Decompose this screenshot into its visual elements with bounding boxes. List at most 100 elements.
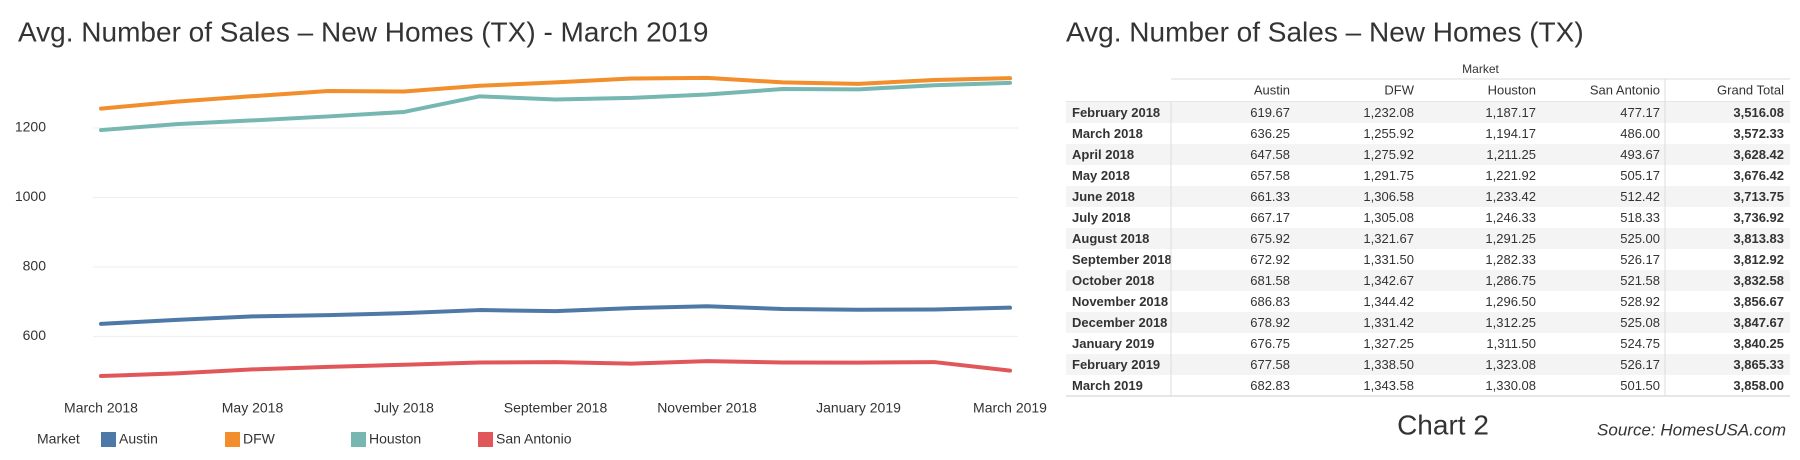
line [99, 75, 1012, 111]
row-label: April 2018 [1072, 147, 1134, 162]
x-tick-label: September 2018 [504, 400, 608, 416]
cell: 501.50 [1620, 378, 1660, 393]
cell: 1,291.25 [1485, 231, 1536, 246]
row-label: March 2018 [1072, 126, 1143, 141]
cell: 477.17 [1620, 105, 1660, 120]
cell: 1,194.17 [1485, 126, 1536, 141]
chart-title: Avg. Number of Sales – New Homes (TX) - … [18, 16, 708, 47]
row-label: June 2018 [1072, 189, 1135, 204]
cell: 675.92 [1250, 231, 1290, 246]
row-label: July 2018 [1072, 210, 1131, 225]
cell: 525.08 [1620, 315, 1660, 330]
cell: 486.00 [1620, 126, 1660, 141]
cell: 661.33 [1250, 189, 1290, 204]
cell: 1,255.92 [1363, 126, 1414, 141]
cell: 636.25 [1250, 126, 1290, 141]
cell: 3,572.33 [1733, 126, 1784, 141]
cell: 1,312.25 [1485, 315, 1536, 330]
cell: 3,516.08 [1733, 105, 1784, 120]
cell: 1,331.42 [1363, 315, 1414, 330]
legend-swatch [478, 432, 493, 447]
row-label: May 2018 [1072, 168, 1130, 183]
line [99, 80, 1012, 133]
cell: 1,211.25 [1486, 147, 1536, 162]
cell: 678.92 [1250, 315, 1290, 330]
cell: 1,296.50 [1485, 294, 1536, 309]
cell: 528.92 [1620, 294, 1660, 309]
row-label: August 2018 [1072, 231, 1149, 246]
cell: 1,343.58 [1363, 378, 1414, 393]
cell: 672.92 [1250, 252, 1290, 267]
row-band [1066, 354, 1790, 375]
y-tick-label: 1200 [15, 119, 46, 135]
cell: 3,847.67 [1733, 315, 1784, 330]
column-header: San Antonio [1590, 82, 1660, 97]
row-band [1066, 270, 1790, 291]
row-label: March 2019 [1072, 378, 1143, 393]
x-tick-label: May 2018 [222, 400, 284, 416]
legend-label: Austin [119, 431, 158, 447]
cell: 1,221.92 [1485, 168, 1536, 183]
cell: 1,331.50 [1363, 252, 1414, 267]
y-tick-label: 800 [23, 258, 47, 274]
cell: 682.83 [1250, 378, 1290, 393]
cell: 1,311.50 [1486, 336, 1536, 351]
y-tick-label: 600 [23, 327, 47, 343]
cell: 3,832.58 [1733, 273, 1784, 288]
row-band [1066, 228, 1790, 249]
row-label: September 2018 [1072, 252, 1172, 267]
row-band [1066, 312, 1790, 333]
cell: 681.58 [1250, 273, 1290, 288]
cell: 3,812.92 [1733, 252, 1784, 267]
x-tick-label: November 2018 [657, 400, 757, 416]
cell: 525.00 [1620, 231, 1660, 246]
cell: 3,713.75 [1733, 189, 1784, 204]
cell: 1,291.75 [1363, 168, 1414, 183]
line [99, 359, 1012, 379]
cell: 3,628.42 [1733, 147, 1784, 162]
legend-label: San Antonio [496, 431, 572, 447]
cell: 657.58 [1250, 168, 1290, 183]
legend-label: DFW [243, 431, 276, 447]
cell: 526.17 [1620, 252, 1660, 267]
cell: 1,233.42 [1485, 189, 1536, 204]
cell: 3,840.25 [1733, 336, 1784, 351]
row-label: February 2018 [1072, 105, 1160, 120]
cell: 3,736.92 [1733, 210, 1784, 225]
cell: 3,865.33 [1733, 357, 1784, 372]
cell: 676.75 [1250, 336, 1290, 351]
cell: 677.58 [1250, 357, 1290, 372]
legend-title: Market [37, 431, 80, 447]
cell: 505.17 [1620, 168, 1660, 183]
cell: 1,327.25 [1363, 336, 1414, 351]
legend-swatch [225, 432, 240, 447]
cell: 1,282.33 [1485, 252, 1536, 267]
cell: 1,246.33 [1485, 210, 1536, 225]
cell: 1,344.42 [1363, 294, 1414, 309]
cell: 686.83 [1250, 294, 1290, 309]
caption: Chart 2 [1397, 409, 1489, 440]
source: Source: HomesUSA.com [1597, 420, 1786, 439]
row-label: January 2019 [1072, 336, 1154, 351]
column-header: Grand Total [1717, 82, 1784, 97]
cell: 1,275.92 [1363, 147, 1414, 162]
cell: 1,323.08 [1485, 357, 1536, 372]
cell: 3,858.00 [1733, 378, 1784, 393]
x-tick-label: January 2019 [816, 400, 901, 416]
row-label: October 2018 [1072, 273, 1154, 288]
cell: 1,330.08 [1485, 378, 1536, 393]
cell: 1,306.58 [1363, 189, 1414, 204]
x-tick-label: July 2018 [374, 400, 434, 416]
cell: 3,676.42 [1733, 168, 1784, 183]
column-header: Austin [1254, 82, 1290, 97]
cell: 1,187.17 [1485, 105, 1536, 120]
cell: 667.17 [1250, 210, 1290, 225]
x-tick-label: March 2019 [973, 400, 1047, 416]
row-label: November 2018 [1072, 294, 1168, 309]
row-label: December 2018 [1072, 315, 1167, 330]
cell: 512.42 [1620, 189, 1660, 204]
cell: 518.33 [1620, 210, 1660, 225]
cell: 3,856.67 [1733, 294, 1784, 309]
column-header: Houston [1488, 82, 1536, 97]
